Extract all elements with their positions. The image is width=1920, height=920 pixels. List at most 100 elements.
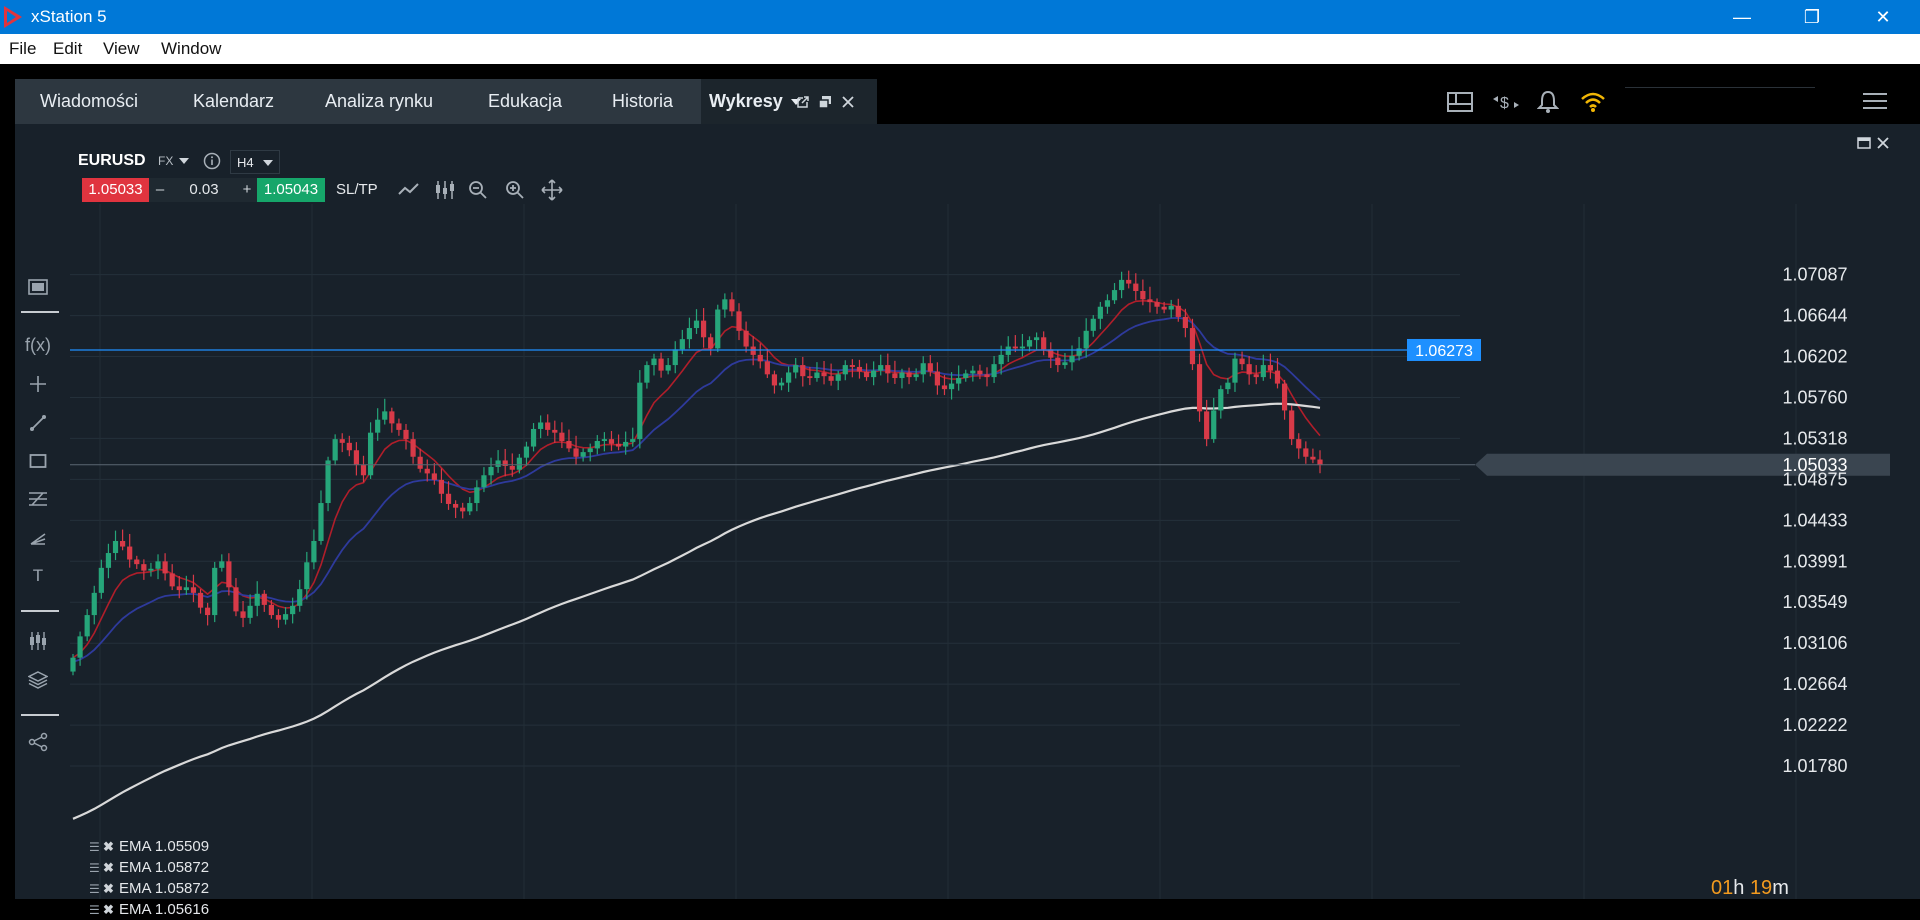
candle-body (410, 439, 416, 457)
symbol-label[interactable]: EURUSD (78, 152, 146, 169)
y-tick-label: 1.06202 (1782, 347, 1847, 367)
candle-body (842, 365, 848, 375)
legend-item-4[interactable]: ☰ ✖ EMA 1.05616 (89, 900, 209, 920)
pitchfork-button[interactable] (25, 525, 51, 551)
candle-body (438, 479, 445, 494)
buy-price-button[interactable]: 1.05043 (257, 178, 325, 202)
candle-body (750, 346, 756, 355)
ema-slow-line (72, 316, 1321, 663)
legend-item-2[interactable]: ☰ ✖ EMA 1.05872 (89, 858, 209, 878)
candle-body (1239, 358, 1245, 365)
line-chart-icon[interactable] (398, 180, 420, 200)
tab-wiadomosci[interactable]: Wiadomości (40, 91, 139, 111)
crosshair-button[interactable] (25, 371, 51, 397)
tab-kalendarz[interactable]: Kalendarz (193, 91, 275, 111)
exchange-icon[interactable]: $ (1491, 91, 1521, 113)
legend-remove-icon[interactable]: ✖ (103, 902, 114, 917)
candle-body (948, 383, 955, 390)
move-icon[interactable] (541, 179, 563, 201)
panel-close-icon[interactable] (1877, 137, 1889, 149)
minimize-button[interactable]: — (1712, 0, 1772, 34)
candle-body (254, 593, 260, 606)
candle-body (1097, 306, 1103, 319)
alert-price-label: 1.06273 (1415, 343, 1473, 360)
candle-body (169, 573, 175, 587)
legend-remove-icon[interactable]: ✖ (103, 860, 114, 875)
plus-icon: + (242, 181, 252, 198)
legend-remove-icon[interactable]: ✖ (103, 881, 114, 896)
maximize-button[interactable]: ❐ (1782, 0, 1842, 34)
chart-panel[interactable]: 1.06273 1.05033 1.07087 1.06644 1.06202 1.05… (15, 124, 1920, 918)
tab-analiza-rynku[interactable]: Analiza rynku (325, 91, 434, 111)
info-icon[interactable] (203, 152, 221, 170)
legend-settings-icon[interactable]: ☰ (89, 840, 100, 854)
share-button[interactable] (25, 729, 51, 755)
candle-body (658, 358, 664, 371)
function-icon: f(x) (25, 334, 51, 355)
text-tool-button[interactable]: T (25, 563, 51, 589)
chart-type-button[interactable] (25, 274, 51, 300)
legend-settings-icon[interactable]: ☰ (89, 861, 100, 875)
candle-body (148, 568, 154, 571)
candles-type-icon[interactable] (434, 179, 456, 201)
bell-icon[interactable] (1537, 90, 1559, 114)
tab-wykresy[interactable]: Wykresy (701, 79, 877, 124)
layers-button[interactable] (25, 667, 51, 693)
candle-body (318, 503, 324, 541)
candle-body (1310, 456, 1316, 460)
legend-item-1[interactable]: ☰ ✖ EMA 1.05509 (89, 837, 209, 857)
candle-body (1133, 283, 1139, 291)
indicators-button[interactable]: f(x) (25, 332, 51, 358)
volume-decrease-button[interactable]: – (149, 178, 171, 202)
candle-body (282, 614, 289, 620)
windows-icon[interactable] (818, 95, 832, 109)
chevron-down-icon[interactable] (790, 99, 801, 106)
candle-body (353, 450, 360, 466)
close-icon: ✕ (1875, 6, 1891, 27)
zoom-out-icon[interactable] (468, 180, 488, 200)
menu-file[interactable]: File (9, 39, 37, 58)
price-chart[interactable]: 1.06273 1.05033 1.07087 1.06644 1.06202 1.05… (15, 124, 1920, 899)
rectangle-tool-button[interactable] (25, 448, 51, 474)
candle-body (1005, 346, 1011, 355)
legend-settings-icon[interactable]: ☰ (89, 903, 100, 917)
symbol-dropdown-icon[interactable] (179, 158, 189, 164)
legend-settings-icon[interactable]: ☰ (89, 882, 100, 896)
zoom-in-icon[interactable] (505, 180, 525, 200)
candle-body (1175, 305, 1181, 317)
menu-bar: File Edit View Window (0, 34, 1920, 64)
close-button[interactable]: ✕ (1853, 0, 1913, 34)
connection-wifi-icon (1581, 92, 1605, 112)
candle-body (1076, 348, 1082, 356)
candle-body (1140, 291, 1146, 300)
y-tick-label: 1.01780 (1782, 756, 1847, 776)
trendline-button[interactable] (25, 410, 51, 436)
fibonacci-button[interactable] (25, 486, 51, 512)
volume-input[interactable]: 0.03 (171, 178, 237, 202)
legend-item-3[interactable]: ☰ ✖ EMA 1.05872 (89, 879, 209, 899)
candle-body (1246, 364, 1252, 375)
menu-window[interactable]: Window (161, 39, 222, 58)
menu-view[interactable]: View (103, 39, 140, 58)
candle-body (771, 374, 778, 386)
candle-body (1218, 389, 1224, 411)
candle-body (389, 411, 395, 424)
panel-minimize-icon[interactable] (1857, 136, 1871, 150)
candle-body (445, 493, 452, 504)
volume-increase-button[interactable]: + (237, 178, 257, 202)
hamburger-menu-icon[interactable] (1862, 91, 1888, 111)
sell-price-button[interactable]: 1.05033 (82, 178, 149, 202)
candle-body (240, 611, 246, 618)
timeframe-select[interactable]: H4 (230, 150, 280, 174)
close-tab-icon[interactable] (842, 96, 854, 108)
popout-icon[interactable] (796, 95, 810, 109)
tab-historia[interactable]: Historia (612, 91, 674, 111)
sltp-button[interactable]: SL/TP (336, 181, 378, 198)
chart-settings-button[interactable] (25, 628, 51, 654)
tab-edukacja[interactable]: Edukacja (488, 91, 563, 111)
legend-remove-icon[interactable]: ✖ (103, 839, 114, 854)
layout-icon[interactable] (1447, 91, 1473, 113)
candle-body (1281, 383, 1288, 411)
menu-edit[interactable]: Edit (53, 39, 83, 58)
xstation-logo-icon (4, 6, 22, 28)
